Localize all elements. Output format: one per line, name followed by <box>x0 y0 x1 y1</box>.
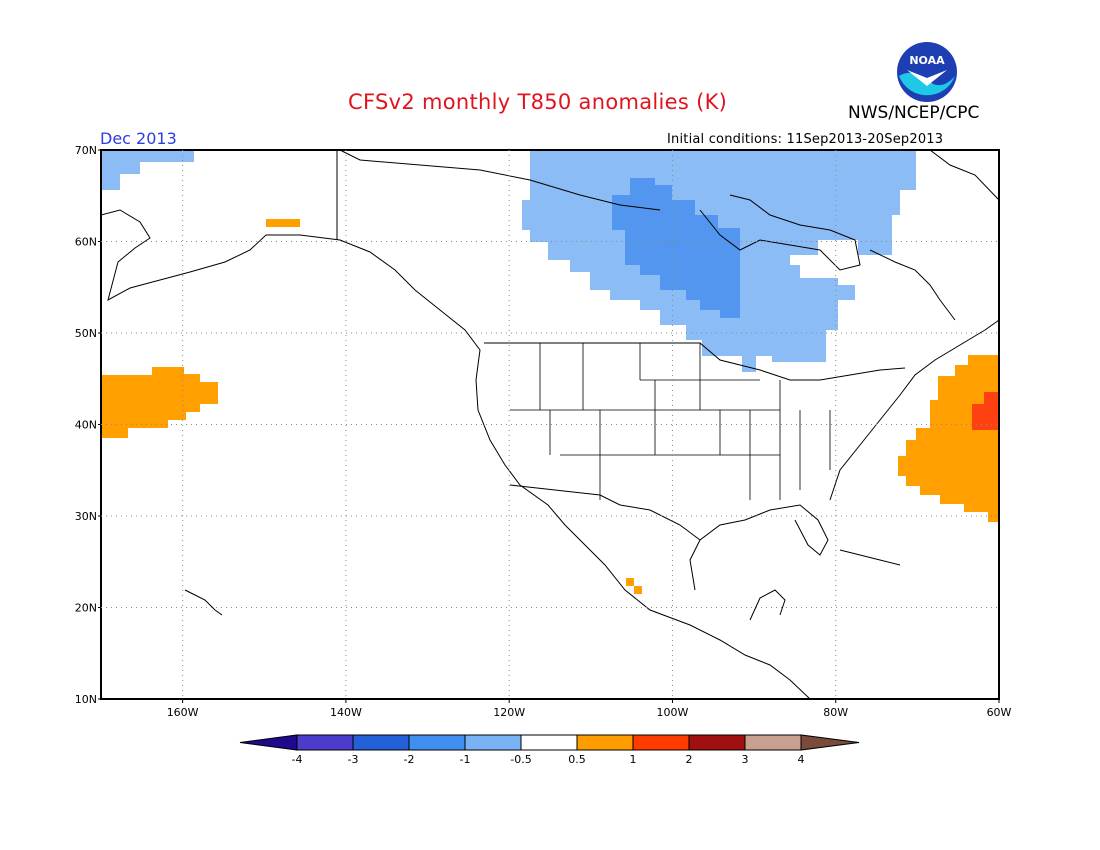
coastline-labrador <box>869 249 956 321</box>
lon-tick-label: 60W <box>987 706 1012 719</box>
state-lines <box>510 343 831 500</box>
colorbar-label: 4 <box>798 753 805 766</box>
colorbar: -4 -3 -2 -1 -0.5 0.5 1 2 3 4 <box>239 734 860 766</box>
colorbar-label: 3 <box>742 753 749 766</box>
colorbar-swatch <box>576 734 634 751</box>
initial-conditions: Initial conditions: 11Sep2013-20Sep2013 <box>667 132 944 147</box>
colorbar-swatch <box>744 734 802 751</box>
lat-tick-label: 30N <box>75 510 97 523</box>
border-us-mexico <box>509 484 701 541</box>
noaa-logo: NOAA <box>897 42 957 102</box>
anomaly-region-alaska <box>101 150 194 190</box>
colorbar-swatch <box>520 734 578 751</box>
coastline-north-america <box>101 209 811 699</box>
colorbar-label: -4 <box>292 753 303 766</box>
colorbar-label: 0.5 <box>568 753 586 766</box>
colorbar-swatch <box>408 734 466 751</box>
coastlines <box>101 150 999 699</box>
lon-tick-label: 120W <box>493 706 525 719</box>
coastline-east <box>829 319 999 501</box>
colorbar-swatch <box>352 734 410 751</box>
coastline-hudson <box>699 194 861 271</box>
lat-tick-label: 60N <box>75 236 97 249</box>
lon-tick-label: 160W <box>167 706 199 719</box>
colorbar-label: 1 <box>630 753 637 766</box>
lon-tick-label: 140W <box>330 706 362 719</box>
agency-label: NWS/NCEP/CPC <box>848 103 980 123</box>
latitude-labels: 10N 20N 30N 40N 50N 60N 70N <box>75 144 101 706</box>
map-title: CFSv2 monthly T850 anomalies (K) <box>348 90 728 114</box>
lat-tick-label: 20N <box>75 602 97 615</box>
coastline-arctic <box>339 150 661 211</box>
colorbar-arrow-high <box>800 734 860 751</box>
coastline-hawaii <box>184 589 223 616</box>
colorbar-label: 2 <box>686 753 693 766</box>
lon-tick-label: 80W <box>823 706 848 719</box>
coastline-gulf <box>689 504 829 591</box>
colorbar-arrow-low <box>239 734 298 751</box>
anomaly-region-atlantic <box>898 355 999 522</box>
border-us-canada <box>484 342 906 381</box>
anomaly-region-bering <box>266 219 300 227</box>
longitude-labels: 160W 140W 120W 100W 80W 60W <box>167 699 1012 719</box>
coastline-greenland <box>929 150 999 201</box>
lon-tick-label: 100W <box>657 706 689 719</box>
anomaly-gap-quebec <box>790 240 858 285</box>
anomaly-region-mexico-a <box>626 578 634 586</box>
anomaly-region-mexico-b <box>634 586 642 594</box>
colorbar-swatch <box>632 734 690 751</box>
coastline-yucatan <box>749 589 786 621</box>
anomaly-region-atlantic-core <box>972 392 999 430</box>
coastline-cuba <box>839 549 901 566</box>
colorbar-swatch <box>296 734 354 751</box>
anomaly-region-canada-core <box>612 178 740 318</box>
lat-tick-label: 40N <box>75 419 97 432</box>
colorbar-label: -3 <box>348 753 359 766</box>
valid-month: Dec 2013 <box>100 129 177 148</box>
colorbar-swatch <box>464 734 522 751</box>
lat-tick-label: 10N <box>75 693 97 706</box>
colorbar-label: -2 <box>404 753 415 766</box>
colorbar-label: -1 <box>460 753 471 766</box>
logo-text: NOAA <box>909 54 945 67</box>
colorbar-swatch <box>688 734 746 751</box>
lat-tick-label: 70N <box>75 144 97 157</box>
anomaly-region-pacific <box>101 367 218 438</box>
lat-tick-label: 50N <box>75 327 97 340</box>
colorbar-label: -0.5 <box>510 753 531 766</box>
